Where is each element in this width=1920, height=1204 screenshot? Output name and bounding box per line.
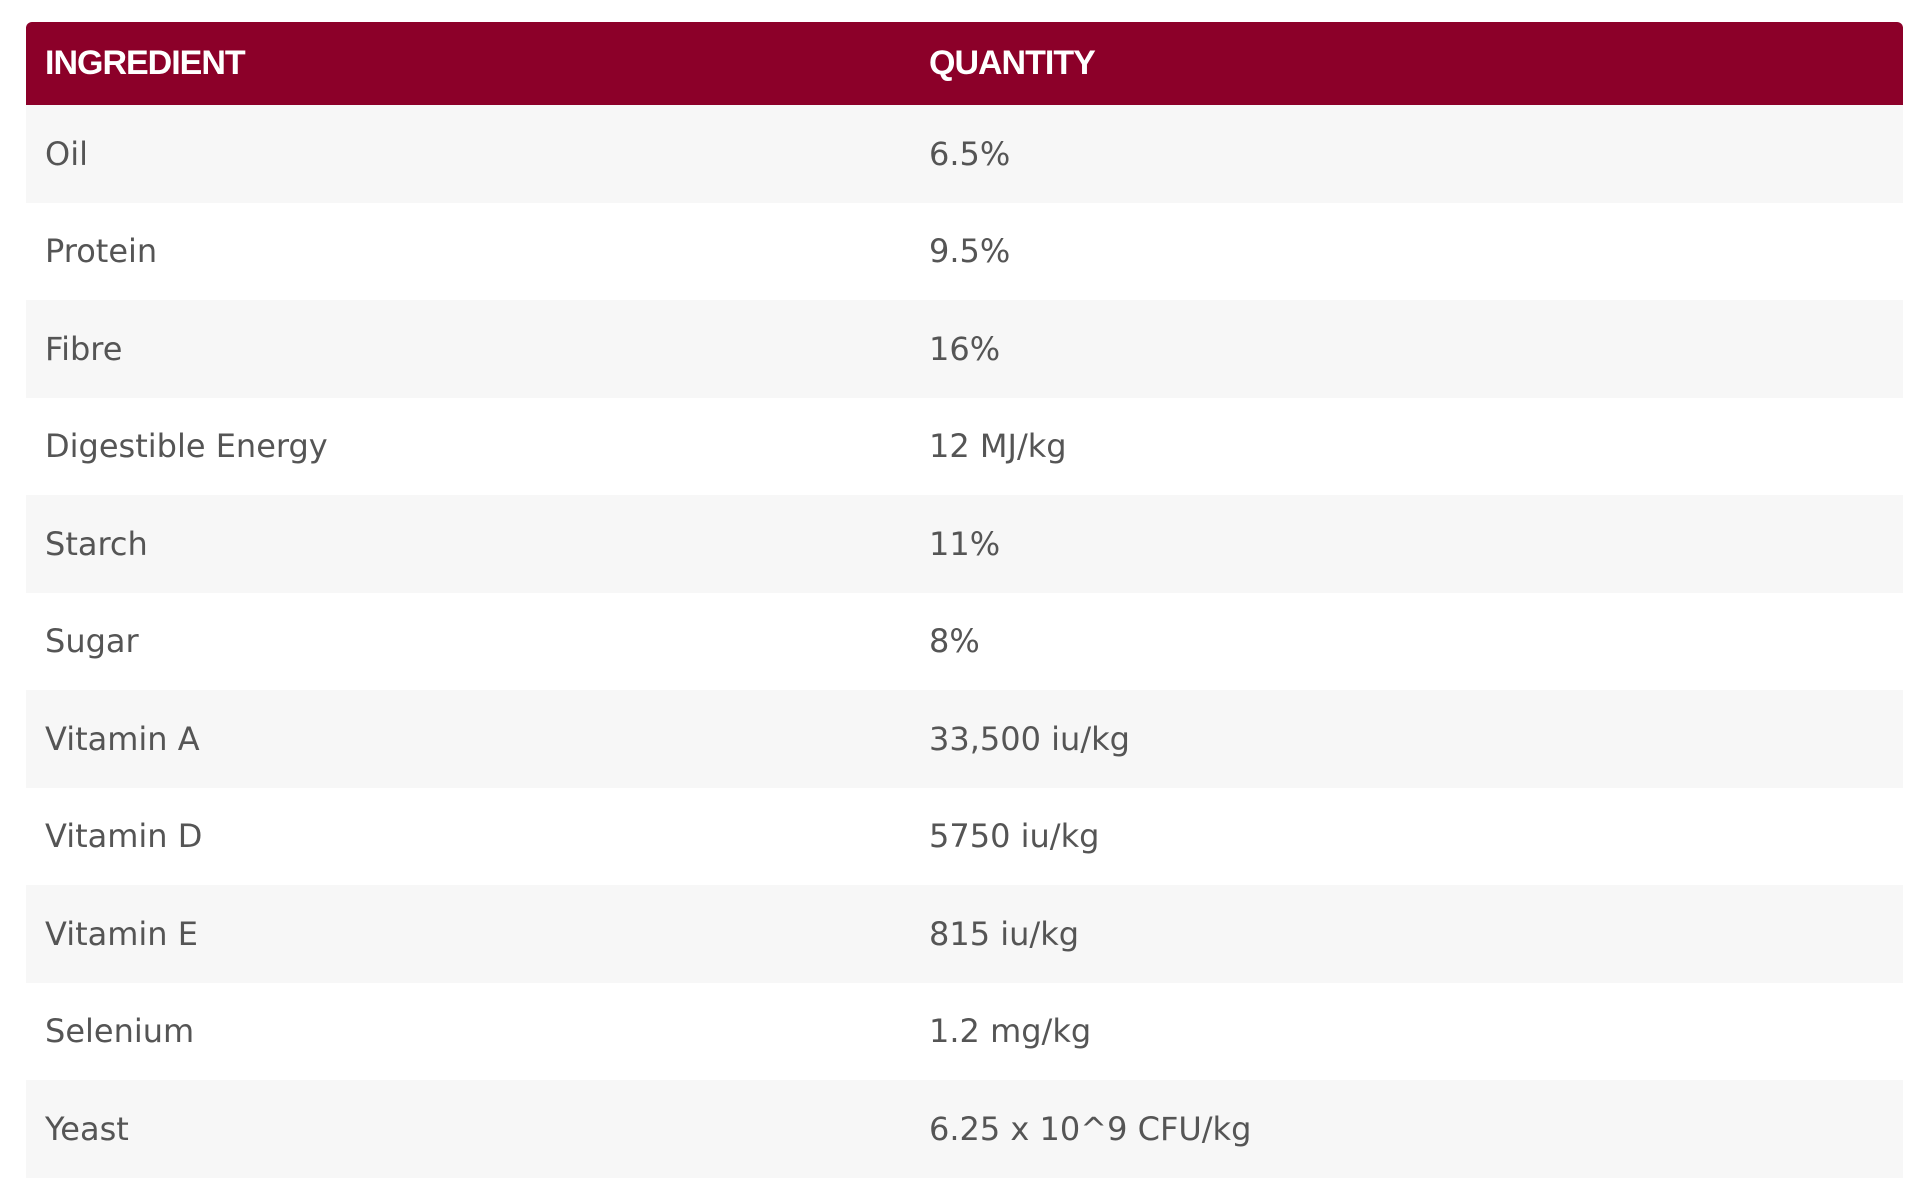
ingredient-cell: Oil <box>26 105 910 203</box>
quantity-cell: 33,500 iu/kg <box>910 690 1903 788</box>
table-row: Oil 6.5% <box>26 105 1903 203</box>
table-row: Digestible Energy 12 MJ/kg <box>26 397 1903 495</box>
quantity-cell: 6.5% <box>910 105 1903 203</box>
ingredient-cell: Selenium <box>26 982 910 1080</box>
table-row: Protein 9.5% <box>26 202 1903 300</box>
header-row: INGREDIENT QUANTITY <box>26 22 1903 105</box>
table-row: Fibre 16% <box>26 300 1903 398</box>
table-row: Vitamin E 815 iu/kg <box>26 885 1903 983</box>
quantity-cell: 11% <box>910 495 1903 593</box>
table-row: Selenium 1.2 mg/kg <box>26 982 1903 1080</box>
table-row: Yeast 6.25 x 10^9 CFU/kg <box>26 1080 1903 1178</box>
table-row: Starch 11% <box>26 495 1903 593</box>
table-row: Sugar 8% <box>26 592 1903 690</box>
ingredient-cell: Digestible Energy <box>26 397 910 495</box>
ingredient-table-container: INGREDIENT QUANTITY Oil 6.5% Protein 9.5% Fib… <box>26 22 1903 1178</box>
quantity-cell: 815 iu/kg <box>910 885 1903 983</box>
ingredient-table: INGREDIENT QUANTITY Oil 6.5% Protein 9.5% Fib… <box>26 22 1903 1178</box>
quantity-cell: 9.5% <box>910 202 1903 300</box>
quantity-cell: 12 MJ/kg <box>910 397 1903 495</box>
table-row: Vitamin D 5750 iu/kg <box>26 787 1903 885</box>
ingredient-cell: Starch <box>26 495 910 593</box>
table-body: Oil 6.5% Protein 9.5% Fibre 16% Digestible Ene… <box>26 105 1903 1178</box>
ingredient-cell: Sugar <box>26 592 910 690</box>
ingredient-cell: Fibre <box>26 300 910 398</box>
ingredient-cell: Vitamin A <box>26 690 910 788</box>
quantity-cell: 16% <box>910 300 1903 398</box>
header-cell: QUANTITY <box>910 22 1903 105</box>
quantity-cell: 6.25 x 10^9 CFU/kg <box>910 1080 1903 1178</box>
quantity-cell: 1.2 mg/kg <box>910 982 1903 1080</box>
ingredient-cell: Yeast <box>26 1080 910 1178</box>
quantity-cell: 8% <box>910 592 1903 690</box>
table-row: Vitamin A 33,500 iu/kg <box>26 690 1903 788</box>
ingredient-cell: Vitamin D <box>26 787 910 885</box>
header-cell: INGREDIENT <box>26 22 910 105</box>
ingredient-cell: Protein <box>26 202 910 300</box>
ingredient-cell: Vitamin E <box>26 885 910 983</box>
quantity-cell: 5750 iu/kg <box>910 787 1903 885</box>
